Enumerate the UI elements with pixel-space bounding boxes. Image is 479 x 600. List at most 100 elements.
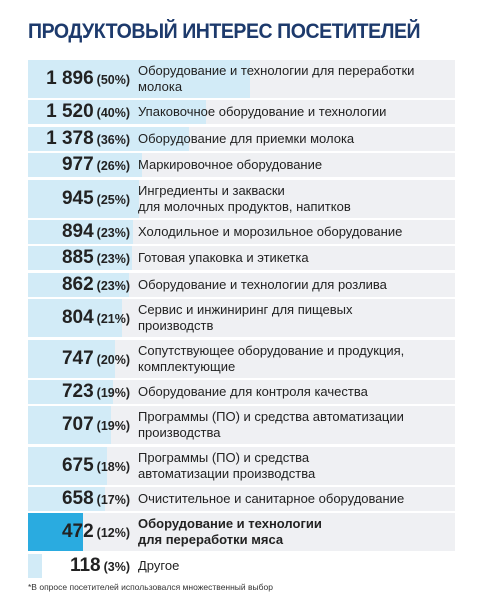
row: 472 (12%) Оборудование и технологии для пе…: [28, 513, 455, 552]
row: 1 896 (50%) Оборудование и технологии для …: [28, 60, 455, 98]
share-label: (19%): [96, 385, 130, 400]
share-label: (19%): [96, 419, 130, 434]
share-label: (3%): [103, 559, 130, 574]
row: 977 (26%) Маркировочное оборудование: [28, 153, 455, 178]
category-label: Маркировочное оборудование: [138, 157, 323, 173]
bar: [28, 379, 113, 404]
share-label: (21%): [96, 312, 130, 327]
value-label: 1 378: [46, 127, 94, 149]
rows: 1 896 (50%) Оборудование и технологии для …: [28, 60, 455, 580]
value-label: 707: [61, 414, 94, 436]
row: 1 378 (36%) Оборудование для приемки молок…: [28, 126, 455, 151]
bar: [28, 179, 139, 218]
category-label: Очистительное и санитарное оборудование: [138, 491, 405, 507]
share-label: (25%): [96, 192, 130, 207]
share-label: (17%): [96, 493, 130, 508]
share-label: (23%): [96, 252, 130, 267]
category-label: Холодильное и морозильное оборудование: [138, 223, 403, 239]
value-block: 118 (3%): [28, 555, 130, 577]
value-block: 658 (17%): [28, 488, 130, 510]
chart-title: ПРОДУКТОВЫЙ ИНТЕРЕС ПОСЕТИТЕЛЕЙ: [28, 20, 421, 43]
bar: [28, 513, 84, 552]
value-block: 723 (19%): [28, 381, 130, 403]
footnote: *В опросе посетителей использовался множ…: [28, 582, 273, 592]
row: 862 (23%) Оборудование и технологии для ро…: [28, 272, 455, 297]
value-label: 894: [61, 220, 94, 242]
bar: [28, 339, 116, 378]
value-label: 862: [61, 273, 94, 295]
value-block: 472 (12%): [28, 521, 130, 543]
value-label: 723: [61, 380, 94, 402]
category-label: Оборудование и технологии для переработк…: [138, 63, 415, 94]
value-block: 862 (23%): [28, 274, 130, 296]
value-block: 747 (20%): [28, 348, 130, 370]
row: 658 (17%) Очистительное и санитарное обору…: [28, 487, 455, 512]
share-label: (40%): [96, 106, 130, 121]
share-label: (26%): [96, 159, 130, 174]
row: 804 (21%) Сервис и инжиниринг для пищевых …: [28, 299, 455, 338]
share-label: (23%): [96, 225, 130, 240]
value-label: 658: [61, 488, 94, 510]
share-label: (36%): [96, 132, 130, 147]
category-label: Оборудование и технологии для розлива: [138, 276, 387, 292]
value-block: 1 896 (50%): [28, 68, 130, 90]
value-label: 118: [69, 554, 101, 576]
share-label: (50%): [96, 73, 130, 87]
bar: [28, 487, 106, 512]
row: 885 (23%) Готовая упаковка и этикетка: [28, 246, 455, 271]
row: 707 (19%) Программы (ПО) и средства автома…: [28, 406, 455, 445]
value-label: 675: [61, 454, 94, 476]
value-label: 977: [61, 154, 94, 176]
value-block: 894 (23%): [28, 221, 130, 243]
value-block: 1 520 (40%): [28, 101, 130, 123]
category-label: Оборудование для контроля качества: [138, 383, 368, 399]
value-label: 1 520: [46, 101, 94, 123]
bar: [28, 219, 133, 244]
bar: [28, 246, 132, 271]
bar: [28, 406, 111, 445]
category-label: Ингредиенты и закваски для молочных прод…: [138, 182, 351, 214]
category-label: Сервис и инжиниринг для пищевых производ…: [138, 302, 353, 334]
category-label: Упаковочное оборудование и технологии: [138, 104, 387, 120]
value-label: 1 896: [46, 68, 94, 89]
bar: [28, 100, 206, 125]
category-label: Другое: [138, 557, 180, 573]
share-label: (12%): [96, 526, 130, 541]
row: 747 (20%) Сопутствующее оборудование и про…: [28, 339, 455, 378]
share-label: (18%): [96, 459, 130, 474]
category-label: Сопутствующее оборудование и продукция, …: [138, 342, 405, 374]
bar: [28, 272, 129, 297]
value-block: 977 (26%): [28, 154, 130, 176]
bar: [28, 299, 123, 338]
bar: [28, 60, 250, 98]
value-label: 885: [61, 247, 94, 269]
category-label: Программы (ПО) и средства автоматизации …: [138, 409, 404, 441]
row: 894 (23%) Холодильное и морозильное оборуд…: [28, 219, 455, 244]
category-label: Оборудование и технологии для переработк…: [138, 516, 322, 548]
row: 945 (25%) Ингредиенты и закваски для молоч…: [28, 179, 455, 218]
value-label: 945: [61, 187, 94, 209]
value-block: 1 378 (36%): [28, 128, 130, 150]
bar: [28, 446, 108, 485]
value-label: 472: [61, 521, 94, 543]
category-label: Готовая упаковка и этикетка: [138, 250, 309, 266]
row: 1 520 (40%) Упаковочное оборудование и тех…: [28, 100, 455, 125]
row: 675 (18%) Программы (ПО) и средства автома…: [28, 446, 455, 485]
value-label: 747: [61, 347, 94, 369]
bar: [28, 553, 42, 578]
value-block: 804 (21%): [28, 307, 130, 329]
category-label: Программы (ПО) и средства автоматизации …: [138, 449, 316, 481]
bar: [28, 126, 190, 151]
value-block: 707 (19%): [28, 414, 130, 436]
bar: [28, 153, 143, 178]
row: 723 (19%) Оборудование для контроля качест…: [28, 379, 455, 404]
share-label: (20%): [96, 352, 130, 367]
value-block: 675 (18%): [28, 455, 130, 477]
category-label: Оборудование для приемки молока: [138, 130, 355, 146]
value-block: 885 (23%): [28, 247, 130, 269]
row: 118 (3%) Другое: [28, 553, 455, 578]
share-label: (23%): [96, 278, 130, 293]
value-label: 804: [61, 307, 94, 329]
value-block: 945 (25%): [28, 188, 130, 210]
